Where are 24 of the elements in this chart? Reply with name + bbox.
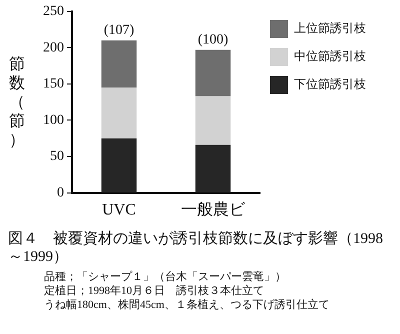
- legend-label: 中位節誘引枝: [294, 49, 366, 64]
- text: うね幅180cm、株間45cm、１条植え、つる下げ誘引仕立て: [44, 298, 330, 312]
- bar: [101, 88, 137, 138]
- text: 定植日；1998年10月６日 誘引枝３本仕立て: [44, 284, 265, 298]
- y-tick-label: 50: [50, 149, 64, 164]
- y-tick-label: 100: [43, 112, 64, 128]
- x-tick-label: 一般農ビ: [181, 200, 246, 219]
- legend-label: 下位節誘引枝: [294, 77, 366, 92]
- bar: [195, 96, 231, 145]
- bar: [195, 50, 231, 96]
- x-tick-label: UVC: [102, 202, 136, 219]
- y-tick-label: 250: [43, 4, 64, 20]
- y-axis-title: 節数（節）: [8, 55, 26, 150]
- y-tick-label: 150: [43, 76, 64, 92]
- y-tick-label: 200: [43, 40, 64, 56]
- bar: [101, 138, 137, 192]
- text: 図４ 被覆資材の違いが誘引枝節数に及ぼす影響（1998～1999）: [8, 230, 384, 266]
- text: 品種；「シャープ１」（台木「スーパー雲竜」）: [44, 270, 287, 284]
- annotation: (107): [104, 23, 134, 38]
- bar: [101, 40, 137, 88]
- bar: [195, 144, 231, 192]
- legend-label: 上位節誘引枝: [294, 21, 366, 36]
- y-tick-label: 0: [57, 185, 64, 200]
- annotation: (100): [198, 32, 228, 48]
